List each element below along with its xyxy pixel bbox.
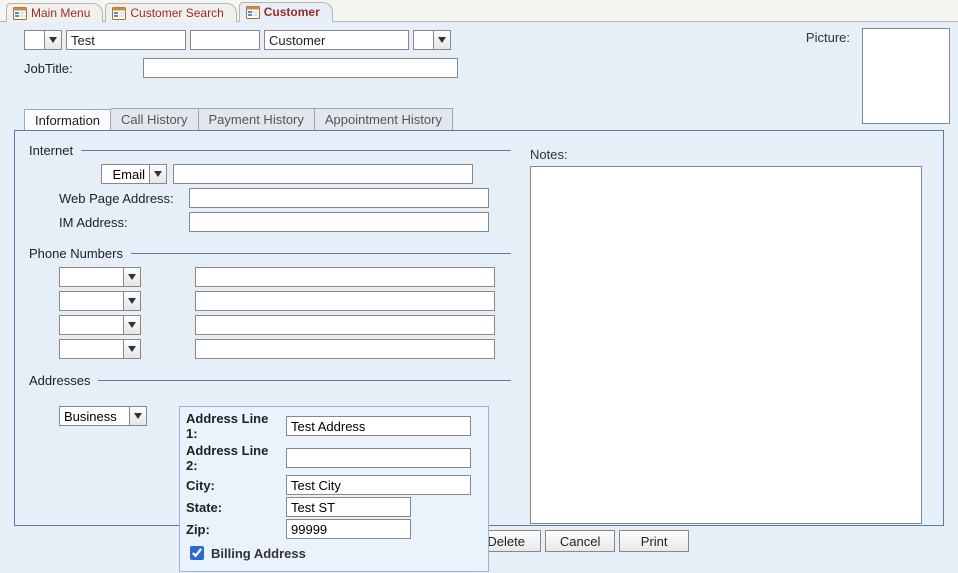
form-area: JobTitle: Picture: Information Call Hist… bbox=[0, 22, 958, 558]
addr-state-input[interactable] bbox=[286, 497, 411, 517]
phone-type-combo[interactable] bbox=[59, 267, 141, 287]
picture-label: Picture: bbox=[806, 30, 850, 45]
dropdown-button[interactable] bbox=[44, 30, 62, 50]
dropdown-button[interactable] bbox=[123, 339, 141, 359]
tab-label: Main Menu bbox=[31, 6, 90, 20]
name-row bbox=[14, 30, 944, 50]
phone-type-input[interactable] bbox=[59, 315, 123, 335]
last-name-input[interactable] bbox=[264, 30, 409, 50]
tab-call-history[interactable]: Call History bbox=[111, 108, 198, 130]
im-input[interactable] bbox=[189, 212, 489, 232]
suffix-combo[interactable] bbox=[413, 30, 451, 50]
webpage-input[interactable] bbox=[189, 188, 489, 208]
window-tab-strip: Main Menu Customer Search Customer bbox=[0, 0, 958, 22]
group-title: Addresses bbox=[29, 373, 90, 388]
dropdown-button[interactable] bbox=[123, 291, 141, 311]
phone-type-combo[interactable] bbox=[59, 291, 141, 311]
tab-label: Customer Search bbox=[130, 6, 223, 20]
form-icon bbox=[246, 6, 260, 19]
phone-number-input[interactable] bbox=[195, 267, 495, 287]
addr-zip-input[interactable] bbox=[286, 519, 411, 539]
dropdown-button[interactable] bbox=[123, 267, 141, 287]
tab-main-menu[interactable]: Main Menu bbox=[6, 3, 103, 22]
tab-label: Information bbox=[35, 113, 100, 128]
phone-row bbox=[59, 291, 511, 311]
address-type-input[interactable] bbox=[59, 406, 129, 426]
addr-zip-label: Zip: bbox=[186, 522, 282, 537]
dropdown-button[interactable] bbox=[149, 164, 167, 184]
print-button[interactable]: Print bbox=[619, 530, 689, 552]
cancel-button[interactable]: Cancel bbox=[545, 530, 615, 552]
phone-type-input[interactable] bbox=[59, 291, 123, 311]
address-panel: Address Line 1: Address Line 2: City: St… bbox=[179, 406, 489, 572]
phone-number-input[interactable] bbox=[195, 315, 495, 335]
group-title: Phone Numbers bbox=[29, 246, 123, 261]
tab-customer[interactable]: Customer bbox=[239, 2, 333, 22]
left-column: Internet Web Page Address: bbox=[29, 143, 511, 572]
tab-customer-search[interactable]: Customer Search bbox=[105, 3, 236, 22]
dropdown-button[interactable] bbox=[123, 315, 141, 335]
billing-address-checkbox[interactable] bbox=[190, 546, 204, 560]
dropdown-button[interactable] bbox=[433, 30, 451, 50]
tab-payment-history[interactable]: Payment History bbox=[199, 108, 315, 130]
group-phones-body bbox=[29, 267, 511, 359]
phone-number-input[interactable] bbox=[195, 291, 495, 311]
address-type-combo[interactable] bbox=[59, 406, 147, 426]
group-rule bbox=[98, 380, 511, 381]
email-input[interactable] bbox=[173, 164, 473, 184]
tab-information[interactable]: Information bbox=[24, 109, 111, 131]
im-label: IM Address: bbox=[59, 215, 183, 230]
prefix-input[interactable] bbox=[24, 30, 44, 50]
tab-label: Appointment History bbox=[325, 112, 442, 127]
tab-appointment-history[interactable]: Appointment History bbox=[315, 108, 453, 130]
prefix-combo[interactable] bbox=[24, 30, 62, 50]
form-icon bbox=[112, 7, 126, 20]
notes-textarea[interactable] bbox=[530, 166, 922, 524]
first-name-input[interactable] bbox=[66, 30, 186, 50]
detail-tab-control: Information Call History Payment History… bbox=[14, 108, 944, 526]
group-rule bbox=[131, 253, 511, 254]
tab-label: Payment History bbox=[209, 112, 304, 127]
phone-type-combo[interactable] bbox=[59, 339, 141, 359]
tab-label: Call History bbox=[121, 112, 187, 127]
form-icon bbox=[13, 7, 27, 20]
notes-label: Notes: bbox=[530, 147, 568, 162]
email-type-input[interactable] bbox=[101, 164, 149, 184]
notes-section: Notes: bbox=[530, 147, 922, 527]
addr-city-input[interactable] bbox=[286, 475, 471, 495]
addr-line2-input[interactable] bbox=[286, 448, 471, 468]
billing-address-label: Billing Address bbox=[211, 546, 306, 561]
phone-type-combo[interactable] bbox=[59, 315, 141, 335]
phone-row bbox=[59, 267, 511, 287]
picture-box[interactable] bbox=[862, 28, 950, 124]
suffix-input[interactable] bbox=[413, 30, 433, 50]
phone-type-input[interactable] bbox=[59, 339, 123, 359]
jobtitle-input[interactable] bbox=[143, 58, 458, 78]
group-phones-header: Phone Numbers bbox=[29, 246, 511, 261]
middle-name-input[interactable] bbox=[190, 30, 260, 50]
tab-page-information: Internet Web Page Address: bbox=[14, 130, 944, 526]
phone-row bbox=[59, 315, 511, 335]
addr-line1-label: Address Line 1: bbox=[186, 411, 282, 441]
phone-type-input[interactable] bbox=[59, 267, 123, 287]
phone-row bbox=[59, 339, 511, 359]
group-addresses-header: Addresses bbox=[29, 373, 511, 388]
tab-label: Customer bbox=[264, 5, 320, 19]
addr-line2-label: Address Line 2: bbox=[186, 443, 282, 473]
dropdown-button[interactable] bbox=[129, 406, 147, 426]
group-internet-body: Web Page Address: IM Address: bbox=[29, 164, 511, 232]
addr-state-label: State: bbox=[186, 500, 282, 515]
phone-number-input[interactable] bbox=[195, 339, 495, 359]
jobtitle-label: JobTitle: bbox=[24, 61, 73, 76]
addr-line1-input[interactable] bbox=[286, 416, 471, 436]
email-type-combo[interactable] bbox=[101, 164, 167, 184]
group-internet-header: Internet bbox=[29, 143, 511, 158]
group-title: Internet bbox=[29, 143, 73, 158]
addr-city-label: City: bbox=[186, 478, 282, 493]
detail-tab-strip: Information Call History Payment History… bbox=[14, 108, 944, 130]
group-rule bbox=[81, 150, 511, 151]
webpage-label: Web Page Address: bbox=[59, 191, 183, 206]
